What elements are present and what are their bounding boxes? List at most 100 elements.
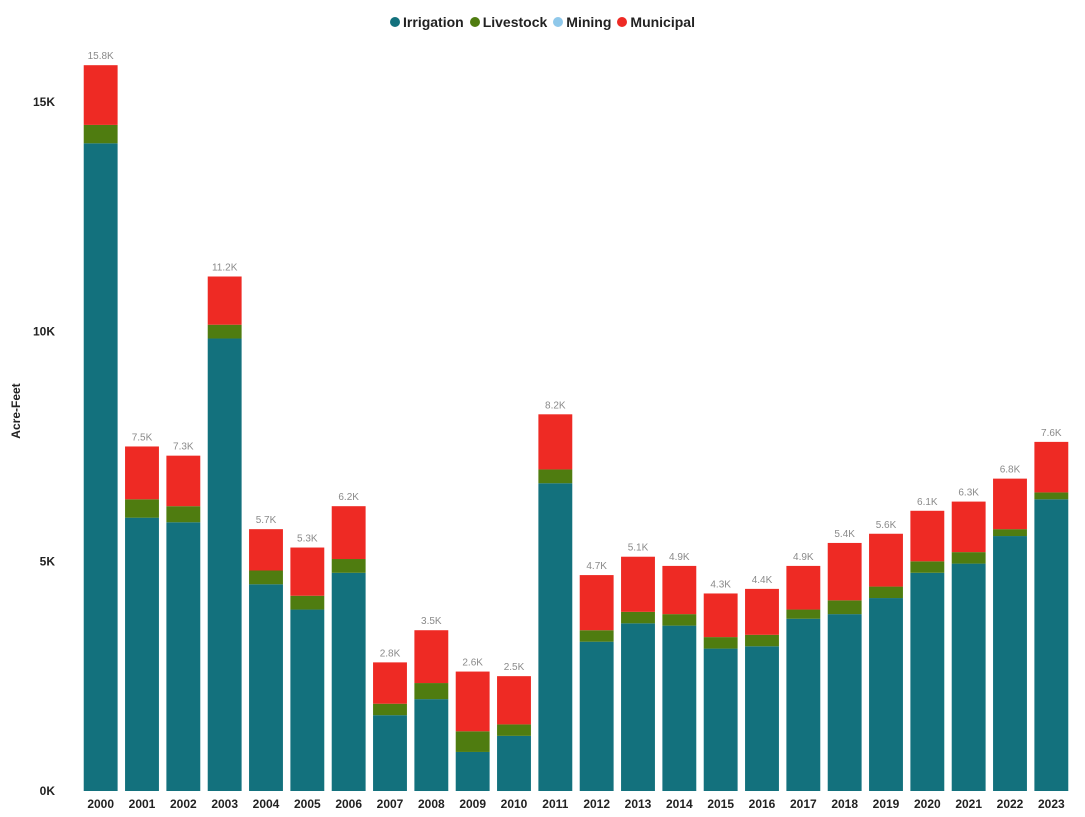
bar-segment-livestock bbox=[869, 586, 903, 599]
bar-total-label: 4.3K bbox=[710, 579, 731, 590]
legend-marker-livestock bbox=[469, 17, 480, 27]
bar-segment-municipal bbox=[414, 630, 449, 684]
bar-segment-irrigation bbox=[125, 517, 159, 791]
bar-segment-irrigation bbox=[538, 483, 573, 791]
x-tick-label: 2002 bbox=[170, 797, 197, 811]
bar-segment-municipal bbox=[910, 510, 945, 562]
legend-label-municipal: Municipal bbox=[630, 14, 695, 30]
bar-segment-irrigation bbox=[703, 648, 738, 791]
y-tick-label: 15K bbox=[33, 95, 55, 109]
bar-total-label: 3.5K bbox=[421, 616, 442, 627]
bar-segment-livestock bbox=[125, 499, 159, 518]
bar-segment-livestock bbox=[703, 637, 738, 649]
bar-total-label: 5.3K bbox=[297, 534, 318, 545]
bar-segment-irrigation bbox=[951, 563, 986, 791]
x-tick-label: 2005 bbox=[294, 797, 321, 811]
legend: Irrigation Livestock Mining Municipal bbox=[0, 14, 1085, 30]
bar-segment-municipal bbox=[786, 565, 821, 610]
bar-segment-irrigation bbox=[83, 143, 118, 791]
bar-segment-livestock bbox=[621, 611, 655, 624]
bar-total-label: 6.2K bbox=[338, 492, 359, 503]
bar-total-label: 11.2K bbox=[212, 263, 238, 274]
bar-segment-municipal bbox=[125, 446, 159, 500]
bar-segment-municipal bbox=[662, 565, 697, 615]
bar-total-label: 4.9K bbox=[793, 552, 814, 563]
bar-segment-irrigation bbox=[373, 715, 407, 791]
bar-total-label: 4.4K bbox=[752, 575, 773, 586]
bar-total-label: 4.9K bbox=[669, 552, 690, 563]
bar-segment-livestock bbox=[290, 595, 325, 610]
bar-segment-livestock bbox=[538, 469, 573, 484]
x-tick-label: 2007 bbox=[377, 797, 404, 811]
legend-marker-mining bbox=[553, 17, 564, 27]
x-tick-label: 2008 bbox=[418, 797, 445, 811]
legend-marker-irrigation bbox=[390, 17, 401, 27]
bar-segment-irrigation bbox=[166, 522, 201, 791]
bar-total-label: 6.1K bbox=[917, 497, 938, 508]
bar-segment-livestock bbox=[331, 559, 366, 573]
bar-segment-livestock bbox=[373, 703, 407, 716]
legend-item-irrigation[interactable]: Irrigation bbox=[390, 14, 464, 30]
x-tick-label: 2019 bbox=[873, 797, 900, 811]
bar-segment-municipal bbox=[579, 575, 614, 631]
bar-segment-municipal bbox=[1034, 441, 1069, 493]
x-tick-label: 2018 bbox=[831, 797, 858, 811]
bar-segment-irrigation bbox=[910, 572, 945, 791]
x-tick-label: 2000 bbox=[87, 797, 114, 811]
bar-segment-municipal bbox=[538, 414, 573, 470]
x-tick-label: 2001 bbox=[129, 797, 156, 811]
x-tick-label: 2011 bbox=[542, 797, 568, 811]
legend-label-mining: Mining bbox=[566, 14, 612, 30]
bar-segment-irrigation bbox=[621, 623, 655, 791]
bar-total-label: 7.6K bbox=[1041, 428, 1062, 439]
bar-segment-livestock bbox=[83, 124, 118, 144]
y-tick-label: 0K bbox=[40, 784, 56, 798]
bar-segment-livestock bbox=[166, 506, 201, 523]
bar-segment-livestock bbox=[497, 724, 531, 736]
bar-segment-irrigation bbox=[662, 625, 697, 792]
bar-segment-municipal bbox=[166, 455, 201, 507]
legend-item-mining[interactable]: Mining bbox=[553, 14, 611, 30]
bar-segment-irrigation bbox=[331, 572, 366, 791]
bar-total-label: 7.3K bbox=[173, 442, 194, 453]
bar-segment-livestock bbox=[662, 614, 697, 626]
x-tick-label: 2016 bbox=[749, 797, 776, 811]
bar-total-label: 7.5K bbox=[132, 432, 153, 443]
bar-segment-municipal bbox=[207, 276, 242, 325]
bar-segment-livestock bbox=[786, 609, 821, 619]
bar-segment-irrigation bbox=[497, 735, 531, 792]
bar-segment-irrigation bbox=[786, 618, 821, 791]
bar-segment-municipal bbox=[993, 478, 1027, 530]
bar-total-label: 15.8K bbox=[88, 51, 114, 62]
bar-segment-irrigation bbox=[455, 751, 490, 791]
x-tick-label: 2013 bbox=[625, 797, 652, 811]
bar-segment-irrigation bbox=[1034, 499, 1069, 791]
bar-segment-municipal bbox=[373, 662, 407, 704]
x-tick-label: 2010 bbox=[501, 797, 528, 811]
bar-segment-municipal bbox=[827, 542, 862, 601]
bar-total-label: 2.5K bbox=[504, 662, 525, 673]
bar-segment-municipal bbox=[745, 588, 779, 635]
bar-total-label: 8.2K bbox=[545, 400, 566, 411]
bar-segment-municipal bbox=[621, 556, 655, 612]
bar-segment-municipal bbox=[290, 547, 325, 596]
bar-segment-irrigation bbox=[414, 699, 449, 792]
bar-segment-livestock bbox=[745, 634, 779, 647]
bar-total-label: 2.6K bbox=[462, 658, 483, 669]
bar-segment-livestock bbox=[207, 324, 242, 339]
x-tick-label: 2017 bbox=[790, 797, 817, 811]
bar-segment-municipal bbox=[83, 65, 118, 125]
bar-total-label: 5.1K bbox=[628, 543, 649, 554]
legend-item-livestock[interactable]: Livestock bbox=[469, 14, 547, 30]
bar-segment-livestock bbox=[414, 683, 449, 700]
bar-segment-irrigation bbox=[249, 584, 283, 791]
x-tick-label: 2004 bbox=[253, 797, 280, 811]
bar-segment-municipal bbox=[249, 529, 283, 571]
x-tick-label: 2022 bbox=[997, 797, 1024, 811]
legend-item-municipal[interactable]: Municipal bbox=[617, 14, 695, 30]
bar-total-label: 5.7K bbox=[256, 515, 277, 526]
y-tick-label: 5K bbox=[40, 554, 56, 568]
bar-segment-irrigation bbox=[993, 536, 1027, 791]
x-tick-label: 2020 bbox=[914, 797, 941, 811]
